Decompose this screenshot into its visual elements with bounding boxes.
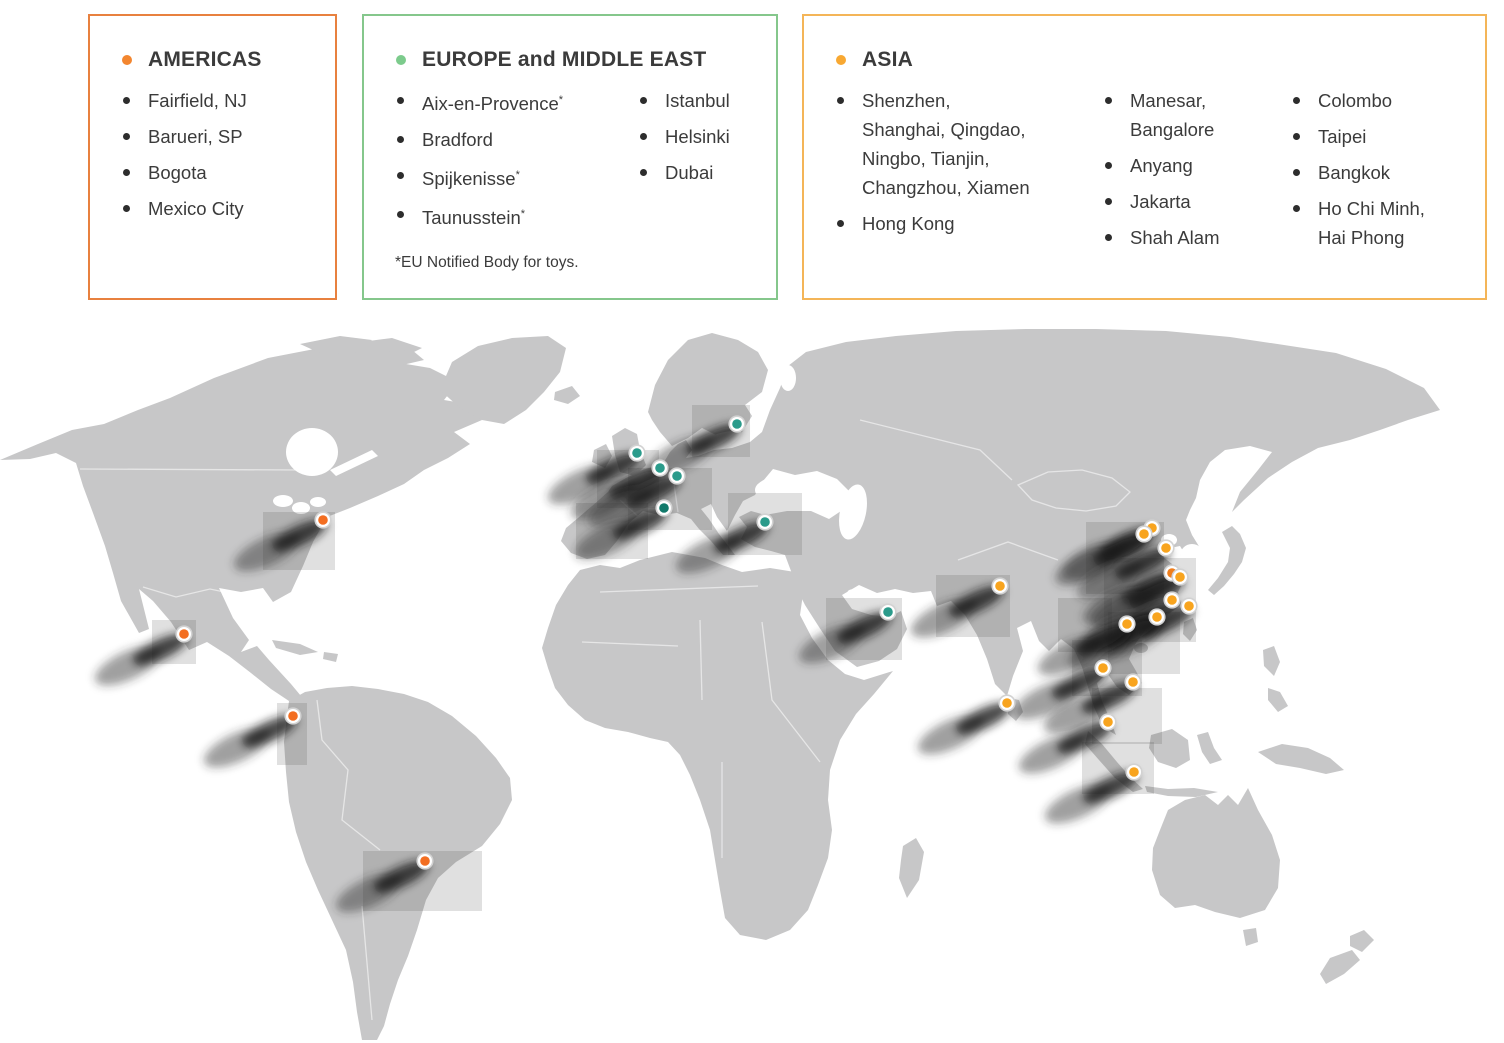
legend-item: Shenzhen, Shanghai, Qingdao, Ningbo, Tianj… — [836, 86, 1072, 202]
marker-shadow-bogota — [203, 715, 297, 768]
marker-shadow-aix-en-provence — [574, 507, 668, 560]
legend-column: Fairfield, NJ Barueri, SP Bogota Mexico Cit… — [90, 86, 307, 230]
map-seas — [273, 365, 1204, 609]
legend-column: Aix-en-Provence* Bradford Spijkenisse* Taun… — [364, 86, 607, 239]
legend-column: Shenzhen, Shanghai, Qingdao, Ningbo, Tianj… — [804, 86, 1072, 245]
marker-dubai — [879, 603, 897, 621]
legend-item: Istanbul — [639, 86, 767, 115]
marker-shadow-dubai — [798, 611, 892, 664]
map-marker-shadows — [94, 423, 1193, 913]
marker-taipei — [1180, 597, 1198, 615]
legend-columns: Fairfield, NJ Barueri, SP Bogota Mexico Cit… — [90, 86, 335, 230]
legend-item: Fairfield, NJ — [122, 86, 307, 115]
legend-title: ASIA — [862, 48, 913, 71]
legend-box-asia: ASIA Shenzhen, Shanghai, Qingdao, Ningbo, T… — [802, 14, 1487, 300]
legend-item: Dubai — [639, 158, 767, 187]
legend-item: Bogota — [122, 158, 307, 187]
marker-mexico-city — [175, 625, 193, 643]
legend-item: Mexico City — [122, 194, 307, 223]
marker-spijkenisse — [651, 459, 669, 477]
map-markers — [175, 415, 1198, 870]
legend-box-americas: AMERICAS Fairfield, NJ Barueri, SP Bogota Me… — [88, 14, 337, 300]
marker-colombo — [998, 694, 1016, 712]
legend-item: Jakarta — [1104, 187, 1260, 216]
legend-item: Bangkok — [1292, 158, 1470, 187]
marker-shadow-spijkenisse — [570, 467, 664, 520]
legend-item: Hong Kong — [836, 209, 1072, 238]
legend-bullet-icon — [122, 55, 132, 65]
legend-item: Bradford — [396, 125, 607, 154]
marker-shadow-colombo — [917, 702, 1011, 755]
marker-ningbo — [1118, 615, 1136, 633]
marker-bradford — [628, 444, 646, 462]
marker-bangkok — [1094, 659, 1112, 677]
marker-shadow-jakarta — [1044, 771, 1138, 824]
legend-bullet-icon — [396, 55, 406, 65]
marker-shadow-manesar-bangalore — [910, 585, 1004, 638]
legend-column: Istanbul Helsinki Dubai — [607, 86, 767, 194]
legend-header-asia: ASIA — [836, 48, 1485, 72]
legend-columns: Aix-en-Provence* Bradford Spijkenisse* Taun… — [364, 86, 776, 239]
marker-shadow-barueri-sp — [335, 860, 429, 913]
marker-anyang — [1135, 525, 1153, 543]
legend-item: Taipei — [1292, 122, 1470, 151]
marker-shadow-shah-alam — [1018, 721, 1112, 774]
legend-column: Manesar, Bangalore Anyang Jakarta Shah Alam — [1072, 86, 1260, 259]
legend-bullet-icon — [836, 55, 846, 65]
legend-header-americas: AMERICAS — [122, 48, 335, 72]
marker-barueri-sp — [416, 852, 434, 870]
marker-shanghai — [1171, 568, 1189, 586]
marker-shadow-bangkok — [1013, 667, 1107, 720]
legend-item: Colombo — [1292, 86, 1470, 115]
legend-item: Shah Alam — [1104, 223, 1260, 252]
legend-title: AMERICAS — [148, 48, 262, 71]
legend-item: Manesar, Bangalore — [1104, 86, 1260, 144]
marker-shah-alam — [1099, 713, 1117, 731]
marker-manesar-bangalore — [991, 577, 1009, 595]
marker-fairfield-nj — [314, 511, 332, 529]
legend-box-europe-middle-east: EUROPE and MIDDLE EAST Aix-en-Provence* Br… — [362, 14, 778, 300]
marker-shenzhen-hong-kong — [1148, 608, 1166, 626]
marker-istanbul — [756, 513, 774, 531]
marker-shadow-istanbul — [675, 521, 769, 574]
legend-item: Taunusstein* — [396, 200, 607, 232]
legend-columns: Shenzhen, Shanghai, Qingdao, Ningbo, Tianj… — [804, 86, 1485, 259]
legend-item: Spijkenisse* — [396, 161, 607, 193]
legend-item: Helsinki — [639, 122, 767, 151]
marker-shadow-mexico-city — [94, 633, 188, 686]
legend-item: Barueri, SP — [122, 122, 307, 151]
marker-shadow-ningbo — [1037, 623, 1131, 676]
marker-taunusstein — [668, 467, 686, 485]
marker-ho-chi-minh — [1124, 673, 1142, 691]
legend-item: Aix-en-Provence* — [396, 86, 607, 118]
marker-xiamen — [1163, 591, 1181, 609]
marker-shadow-qingdao — [1076, 547, 1170, 600]
legend-footnote: *EU Notified Body for toys. — [395, 254, 579, 271]
legend-column: Colombo Taipei Bangkok Ho Chi Minh, Hai Phon… — [1260, 86, 1470, 259]
marker-qingdao — [1157, 539, 1175, 557]
marker-shadow-fairfield-nj — [233, 519, 327, 572]
marker-jakarta — [1125, 763, 1143, 781]
marker-shadow-ho-chi-minh — [1043, 681, 1137, 734]
legend-header-europe-middle-east: EUROPE and MIDDLE EAST — [396, 48, 776, 72]
marker-helsinki — [728, 415, 746, 433]
marker-shadow-taunusstein — [587, 475, 681, 528]
legend-title: EUROPE and MIDDLE EAST — [422, 48, 707, 71]
legend-item: Anyang — [1104, 151, 1260, 180]
marker-shadow-shanghai — [1090, 576, 1184, 629]
marker-bogota — [284, 707, 302, 725]
marker-shadow-bradford — [547, 452, 641, 505]
marker-aix-en-provence — [655, 499, 673, 517]
legend-item: Ho Chi Minh, Hai Phong — [1292, 194, 1470, 252]
marker-shadow-anyang — [1054, 533, 1148, 586]
